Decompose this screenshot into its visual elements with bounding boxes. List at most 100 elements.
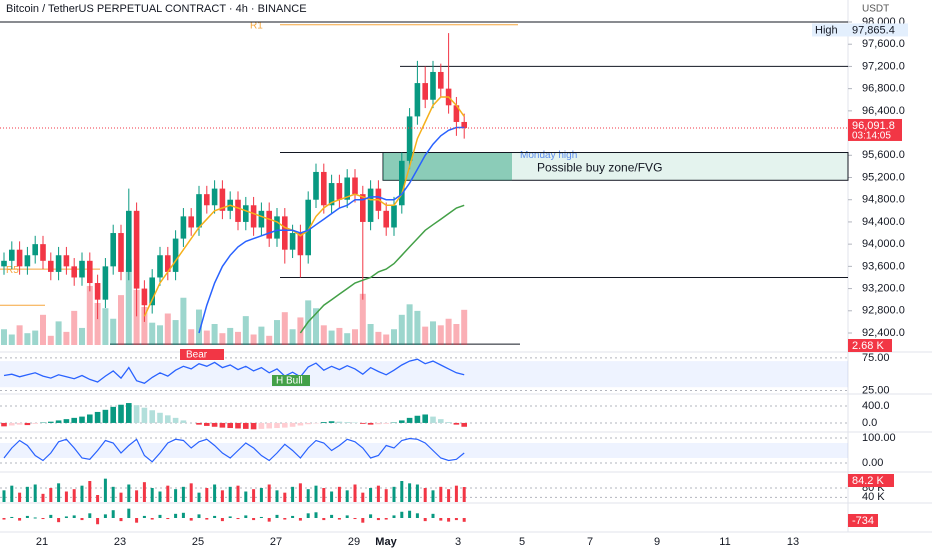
delta-bar	[119, 492, 123, 502]
flow-bar	[244, 515, 248, 518]
flow-bar	[400, 511, 404, 518]
flow-bar	[236, 518, 240, 520]
candle-body	[204, 194, 210, 206]
candle-body	[297, 233, 304, 256]
flow-bar	[10, 516, 14, 518]
macd-bar	[16, 422, 23, 425]
volume-bar	[297, 317, 304, 345]
delta-bar	[2, 490, 6, 502]
volume-bar	[157, 325, 163, 345]
candle-body	[266, 210, 272, 239]
macd-bar	[180, 420, 187, 423]
delta-bar	[80, 485, 84, 502]
volume-bar	[461, 309, 468, 345]
delta-bar	[454, 485, 458, 502]
volume-bar	[55, 321, 62, 345]
flow-bar	[189, 518, 193, 521]
delta-bar	[337, 486, 341, 502]
macd-bar	[282, 422, 288, 428]
delta-bar	[361, 492, 365, 502]
delta-bar	[135, 490, 139, 502]
flow-bar	[119, 518, 123, 522]
macd-bar	[55, 420, 62, 423]
volume-bar	[32, 330, 39, 345]
volume-bar	[47, 335, 54, 345]
delta-bar	[64, 491, 68, 502]
volume-bar	[344, 333, 351, 345]
macd-bar	[102, 409, 109, 423]
countdown: 03:14:05	[852, 131, 891, 142]
delta-bar	[259, 488, 263, 502]
flow-bar	[205, 518, 209, 520]
x-tick-label: 25	[192, 536, 204, 548]
candle-body	[219, 188, 226, 211]
volume-bar	[196, 309, 202, 345]
candle-body	[188, 216, 194, 228]
chart-title: Bitcoin / TetherUS PERPETUAL CONTRACT · …	[6, 3, 307, 15]
delta-bar	[298, 483, 302, 502]
delta-bar	[267, 484, 271, 502]
flow-bar	[392, 515, 396, 518]
delta-bar	[72, 489, 76, 502]
macd-bar	[126, 403, 132, 423]
flow-bar	[306, 513, 310, 518]
candle-body	[438, 71, 444, 89]
volume-bar	[281, 312, 288, 345]
currency: USDT	[862, 4, 889, 15]
high-name: High	[815, 24, 838, 36]
volume-label: 2.68 K	[852, 340, 884, 352]
candle-body	[40, 244, 46, 261]
delta-bar	[96, 495, 100, 502]
delta-bar	[314, 485, 318, 502]
volume-bar	[391, 329, 397, 345]
delta-bar	[330, 491, 334, 502]
flow-bar	[431, 513, 435, 518]
y-tick-label: 40 K	[862, 491, 885, 503]
candle-body	[258, 210, 265, 228]
flow-bar	[267, 518, 271, 522]
candle-body	[235, 199, 241, 222]
flow-bar	[111, 510, 115, 518]
candle-body	[352, 177, 358, 195]
flow-bar	[439, 518, 443, 521]
candle-body	[336, 183, 343, 200]
candle-body	[126, 210, 132, 272]
candle-body	[422, 83, 428, 100]
y-tick-label: 97,600.0	[862, 38, 905, 50]
candle-body	[1, 260, 7, 267]
macd-bar	[71, 417, 77, 423]
volume-bar	[375, 331, 382, 345]
delta-bar	[33, 484, 37, 502]
candle-body	[165, 255, 171, 272]
y-tick-label: 95,200.0	[862, 171, 905, 183]
candle-body	[321, 171, 327, 206]
candle-body	[16, 249, 23, 267]
delta-bar	[244, 491, 248, 502]
flow-box	[848, 514, 878, 527]
flow-bar	[88, 513, 92, 518]
candle-body	[110, 233, 116, 267]
delta-bar	[166, 485, 170, 502]
y-tick-label: 0.00	[862, 457, 883, 469]
flow-bar	[259, 516, 263, 518]
candle-body	[71, 266, 77, 278]
candle-body	[133, 210, 140, 289]
macd-bar	[453, 422, 460, 425]
macd-bar	[430, 416, 436, 423]
candle-body	[118, 233, 124, 272]
macd-bar	[141, 407, 148, 423]
y-tick-label: 92,800.0	[862, 305, 905, 317]
flow-bar	[57, 518, 61, 523]
delta-bar	[408, 483, 412, 502]
level-label: R5	[6, 265, 19, 276]
macd-bar	[219, 422, 226, 428]
macd-bar	[438, 419, 444, 423]
flow-bar	[142, 515, 146, 518]
y-tick-label: 400.0	[862, 400, 890, 412]
candle-body	[305, 199, 311, 256]
flow-bar	[337, 518, 341, 520]
macd-bar	[297, 422, 304, 426]
delta-bar	[25, 486, 29, 502]
flow-label: -734	[852, 515, 874, 527]
flow-bar	[181, 512, 185, 518]
